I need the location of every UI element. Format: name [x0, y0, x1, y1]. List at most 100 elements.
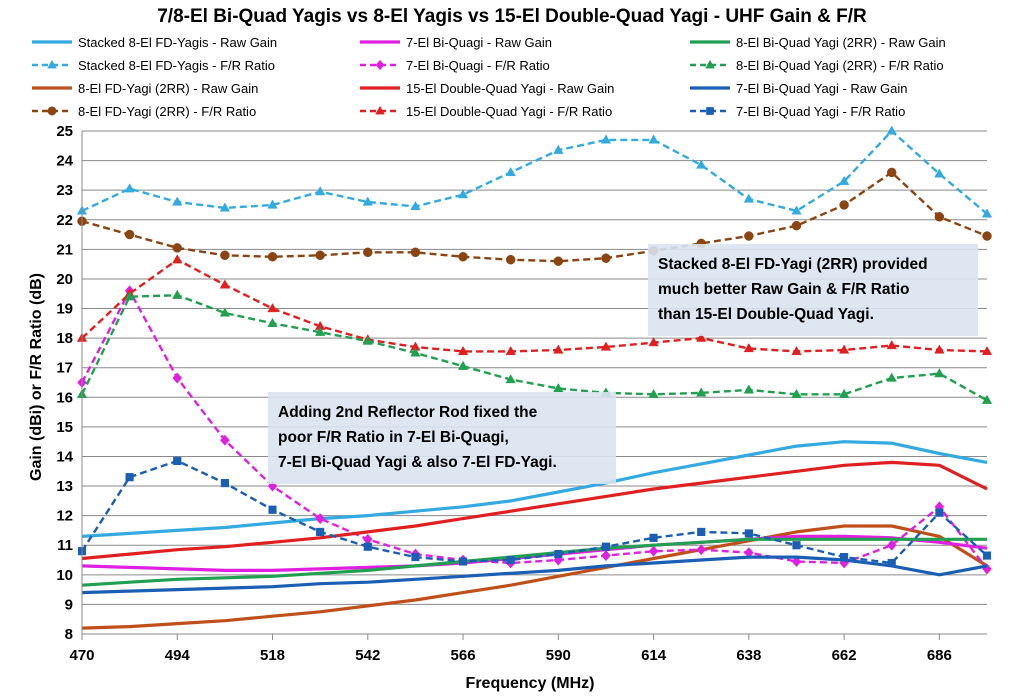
y-tick-label: 18 [56, 330, 73, 347]
series-line [81, 537, 987, 587]
data-point [792, 541, 801, 550]
data-point [220, 434, 230, 446]
data-point [553, 144, 564, 154]
data-point [934, 344, 945, 354]
data-point [840, 552, 849, 562]
series-layer [76, 125, 993, 630]
y-tick-label: 14 [56, 448, 73, 465]
y-tick-label: 17 [56, 360, 73, 377]
data-point [696, 332, 707, 342]
data-point [981, 394, 993, 404]
axes: 8 9 10 11 12 13 14 15 16 17 18 19 20 21 22 23 24 25 470 494… [56, 123, 987, 664]
y-tick-label: 11 [57, 537, 73, 554]
data-point [172, 372, 183, 384]
y-tick-label: 16 [56, 389, 73, 406]
legend-entry: Stacked 8-El FD-Yagis - F/R Ratio [32, 58, 275, 73]
series-9 [76, 289, 993, 404]
x-tick-label: 542 [355, 647, 380, 664]
data-point [981, 345, 993, 356]
data-point [172, 196, 183, 206]
annotation-background [268, 392, 616, 484]
series-line [81, 258, 988, 353]
legend-label: 7-El Bi-Quagi - F/R Ratio [406, 58, 550, 73]
data-point [47, 106, 57, 116]
legend-entry: 15-El Double-Quad Yagi - Raw Gain [360, 81, 614, 96]
data-point [600, 341, 612, 351]
data-point [505, 166, 516, 177]
data-point [172, 254, 183, 264]
y-tick-label: 23 [56, 182, 73, 199]
data-point [267, 252, 278, 262]
data-point [696, 159, 707, 169]
data-point [124, 183, 135, 193]
data-point [410, 247, 421, 258]
series-7 [76, 254, 993, 356]
data-point [553, 554, 564, 566]
data-point [743, 384, 754, 394]
data-point [886, 372, 897, 382]
legend: Stacked 8-El FD-Yagis - Raw Gain Stacked … [32, 35, 946, 119]
series-line [81, 460, 988, 561]
data-point [505, 345, 516, 356]
x-axis-title: Frequency (MHz) [466, 675, 595, 692]
data-point [410, 347, 421, 357]
x-tick-label: 494 [165, 647, 191, 664]
series-line [81, 524, 988, 630]
data-point [375, 105, 385, 115]
y-tick-label: 13 [56, 478, 73, 495]
data-point [744, 529, 753, 538]
series-8 [81, 537, 987, 587]
series-line [81, 440, 988, 538]
legend-label: 7-El Bi-Quagi - Raw Gain [406, 35, 552, 50]
series-3 [77, 167, 992, 266]
data-point [457, 189, 469, 199]
y-tick-label: 15 [56, 419, 73, 436]
data-point [505, 254, 516, 265]
annotation-background [648, 244, 978, 336]
data-point [505, 374, 516, 384]
data-point [315, 513, 325, 525]
y-tick-label: 25 [56, 123, 73, 140]
data-point [838, 388, 850, 398]
series-1 [76, 125, 993, 218]
x-tick-label: 518 [260, 647, 285, 664]
data-point [791, 388, 802, 398]
data-point [124, 291, 135, 301]
annotation-box: Stacked 8-El FD-Yagi (2RR) provided much … [648, 244, 978, 336]
data-point [267, 199, 278, 209]
data-point [743, 343, 754, 353]
annotation-line: poor F/R Ratio in 7-El Bi-Quagi, [278, 429, 509, 446]
data-point [648, 134, 659, 144]
legend-label: 8-El FD-Yagi (2RR) - F/R Ratio [78, 104, 256, 119]
legend-entry: Stacked 8-El FD-Yagis - Raw Gain [32, 35, 277, 50]
data-point [267, 303, 278, 313]
data-point [706, 107, 714, 115]
data-point [886, 539, 897, 551]
data-point [362, 196, 373, 206]
data-point [601, 542, 611, 551]
annotations: Stacked 8-El FD-Yagi (2RR) provided much … [268, 244, 978, 484]
data-point [375, 59, 385, 71]
series-10 [81, 555, 988, 595]
data-point [172, 243, 183, 253]
data-point [457, 360, 469, 370]
data-point [315, 186, 326, 196]
data-point [220, 250, 230, 261]
legend-entry: 7-El Bi-Quagi - Raw Gain [360, 35, 552, 50]
data-point [838, 344, 850, 354]
legend-entry: 8-El FD-Yagi (2RR) - F/R Ratio [32, 104, 256, 119]
data-point [411, 552, 420, 562]
data-point [410, 200, 421, 211]
y-tick-label: 22 [56, 212, 73, 229]
data-point [601, 253, 611, 263]
x-tick-label: 686 [927, 647, 952, 664]
data-point [743, 193, 754, 203]
series-line [81, 171, 988, 263]
data-point [124, 229, 135, 240]
data-point [649, 533, 658, 542]
series-line [80, 294, 988, 402]
data-point [981, 208, 993, 218]
x-tick-label: 566 [451, 647, 476, 664]
data-point [791, 205, 802, 215]
legend-label: Stacked 8-El FD-Yagis - F/R Ratio [78, 58, 275, 73]
